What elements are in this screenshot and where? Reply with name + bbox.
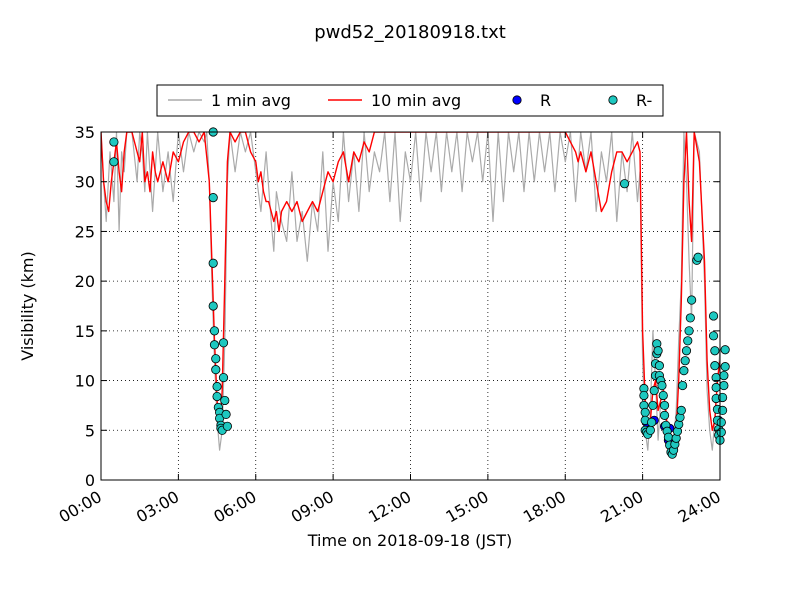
data-point (647, 417, 657, 427)
y-tick-label: 15 (75, 322, 95, 341)
data-point (681, 346, 692, 356)
data-point (218, 372, 229, 383)
legend-label: 1 min avg (211, 91, 291, 110)
legend-label: R- (636, 91, 652, 110)
y-tick-label: 5 (85, 421, 95, 440)
data-point (683, 336, 693, 346)
data-point (218, 338, 229, 348)
legend-swatch (608, 95, 618, 105)
data-point (679, 366, 689, 376)
data-point (221, 409, 231, 419)
y-axis-label: Visibility (km) (18, 251, 37, 360)
data-point (654, 361, 664, 371)
data-point (653, 346, 663, 356)
data-point (208, 301, 218, 311)
data-point (693, 252, 703, 262)
legend-box (156, 84, 664, 117)
data-point (619, 179, 630, 189)
data-point (208, 193, 218, 203)
data-point (719, 380, 729, 391)
data-point (209, 326, 220, 336)
data-point (659, 400, 670, 411)
legend-swatch (512, 95, 522, 105)
data-point (719, 370, 729, 381)
data-point (208, 258, 218, 268)
data-point (716, 427, 726, 437)
data-point (711, 382, 721, 393)
data-point (211, 354, 221, 364)
data-point (708, 311, 719, 321)
data-point (685, 313, 695, 323)
data-point (676, 405, 686, 415)
data-point (222, 421, 232, 431)
data-point (710, 361, 720, 371)
data-point (687, 295, 697, 305)
y-tick-label: 20 (75, 272, 95, 291)
data-point (680, 356, 690, 366)
data-point (220, 395, 230, 406)
data-point (212, 381, 222, 392)
data-point (657, 380, 667, 391)
data-point (649, 385, 659, 396)
data-point (109, 137, 119, 147)
legend-label: R (540, 91, 551, 110)
y-tick-label: 35 (75, 123, 95, 142)
data-point (684, 326, 694, 336)
data-point (708, 331, 719, 341)
data-point (212, 391, 222, 402)
data-point (640, 407, 650, 417)
data-point (211, 365, 221, 375)
data-point (659, 410, 670, 420)
data-point (639, 390, 649, 401)
y-tick-label: 25 (75, 222, 95, 241)
legend: 1 min avg 10 min avg R R- (156, 84, 664, 117)
data-point (658, 390, 668, 401)
data-point (648, 400, 658, 411)
data-point (678, 380, 688, 391)
y-axis-ticks: 0 5 10 15 20 25 30 35 (75, 123, 720, 490)
y-tick-label: 0 (85, 471, 95, 490)
data-point (645, 425, 655, 435)
y-tick-label: 10 (75, 372, 95, 391)
data-point (720, 362, 730, 372)
chart-title: pwd52_20180918.txt (314, 22, 506, 43)
series-line (101, 132, 720, 456)
data-point (716, 417, 726, 427)
data-point (710, 346, 720, 356)
marker-layer (109, 127, 730, 459)
x-axis-ticks: 00:00 03:00 06:00 09:00 12:00 15:00 18:00 21:00… (56, 132, 724, 527)
data-point (720, 345, 730, 355)
data-point (209, 340, 220, 350)
y-tick-label: 30 (75, 173, 95, 192)
data-point (109, 157, 119, 167)
data-point (663, 432, 674, 442)
legend-label: 10 min avg (371, 91, 461, 110)
x-axis-label: Time on 2018-09-18 (JST) (307, 531, 512, 550)
